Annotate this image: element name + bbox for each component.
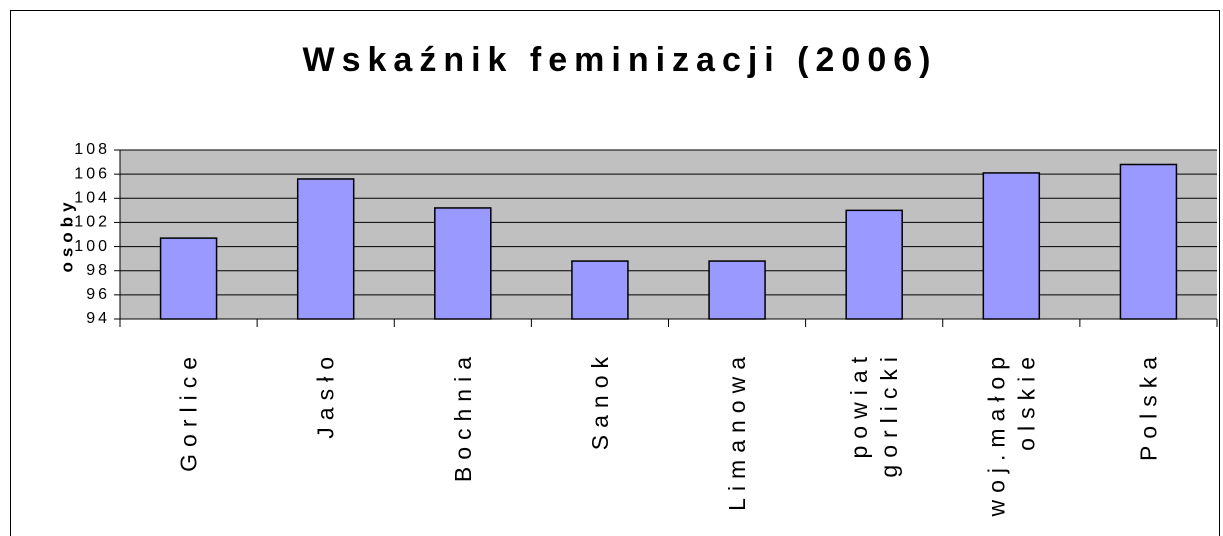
bar	[845, 209, 903, 320]
x-tick-label: Gorlice	[176, 350, 202, 472]
x-tick-label: Polska	[1135, 350, 1161, 461]
chart-title: Wskaźnik feminizacji (2006)	[303, 41, 938, 79]
y-tick-label: 98	[86, 262, 110, 279]
bar	[159, 237, 218, 320]
x-tick-label: Bochnia	[450, 350, 476, 482]
x-tick-label: Jasło	[313, 350, 339, 439]
bar	[1119, 163, 1178, 320]
bar	[982, 172, 1041, 320]
bar	[296, 178, 355, 320]
y-tick-label: 108	[74, 141, 110, 158]
y-axis-label: osoby	[57, 197, 76, 272]
bar	[708, 260, 766, 320]
x-tick-label: Sanok	[587, 350, 613, 450]
y-tick-label: 94	[86, 310, 110, 327]
bar	[434, 207, 492, 320]
x-tick-label: woj.małop olskie	[983, 350, 1039, 518]
x-tick-label: powiat gorlicki	[846, 350, 902, 478]
y-tick-label: 106	[74, 165, 110, 182]
plot-area	[120, 150, 1217, 319]
y-tick-label: 96	[86, 286, 110, 303]
y-tick-label: 100	[74, 238, 110, 255]
bar	[571, 260, 629, 320]
y-tick-label: 104	[74, 190, 110, 207]
y-tick-label: 102	[74, 214, 110, 231]
x-tick-label: Limanowa	[724, 350, 750, 511]
